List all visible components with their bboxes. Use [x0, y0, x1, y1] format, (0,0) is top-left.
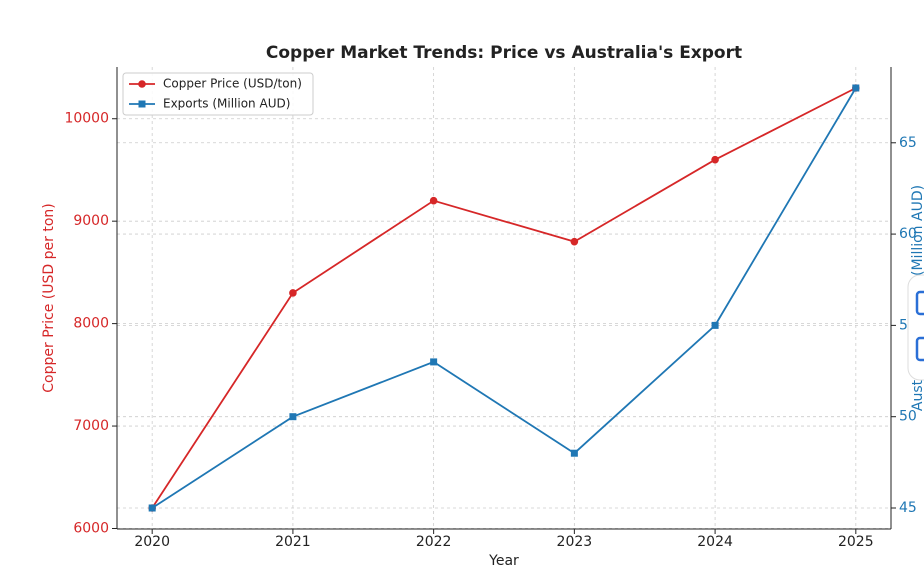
- legend-box: [122, 72, 314, 116]
- y-tick-label: 9000: [73, 213, 109, 229]
- point: [570, 237, 579, 246]
- point: [570, 449, 578, 457]
- x-tick-label: 2021: [275, 534, 311, 550]
- chart-title: Copper Market Trends: Price vs Australia…: [266, 43, 742, 63]
- widget-icon[interactable]: [915, 336, 924, 362]
- series-line: [151, 87, 857, 509]
- point: [429, 196, 438, 205]
- y2-tick-label: 60: [899, 226, 917, 242]
- x-tick-label: 2024: [697, 534, 733, 550]
- plot-area: 2020 2021 2022 2023 2024 2025 6000 7000 8000 9000…: [64, 67, 917, 550]
- point: [852, 84, 860, 92]
- y2-tick-label: 50: [899, 409, 917, 425]
- point: [289, 289, 297, 297]
- legend-label: Exports (Million AUD): [163, 97, 290, 111]
- y-tick-label: 7000: [73, 418, 109, 434]
- point: [711, 155, 719, 164]
- point: [148, 504, 156, 512]
- widget-icon[interactable]: [915, 290, 924, 316]
- x-tick-label: 2020: [134, 534, 170, 550]
- point: [711, 321, 719, 329]
- x-tick-label: 2022: [416, 534, 452, 550]
- series-line: [151, 87, 857, 509]
- legend-marker: [138, 100, 146, 108]
- y-tick-label: 10000: [64, 111, 109, 127]
- legend-marker: [138, 80, 146, 88]
- floating-widget[interactable]: [907, 274, 924, 381]
- point: [289, 413, 297, 421]
- y2-tick-label: 65: [899, 135, 917, 151]
- y-axis-label: Copper Price (USD per ton): [41, 203, 57, 392]
- y-tick-label: 6000: [73, 520, 109, 536]
- y2-tick-label: 45: [899, 500, 917, 516]
- point: [430, 358, 438, 366]
- x-tick-label: 2023: [557, 534, 593, 550]
- legend-label: Copper Price (USD/ton): [163, 77, 302, 91]
- x-tick-label: 2025: [838, 534, 874, 550]
- x-axis-label: Year: [488, 553, 519, 569]
- widget-panel[interactable]: [907, 274, 924, 381]
- y-tick-label: 8000: [73, 316, 109, 332]
